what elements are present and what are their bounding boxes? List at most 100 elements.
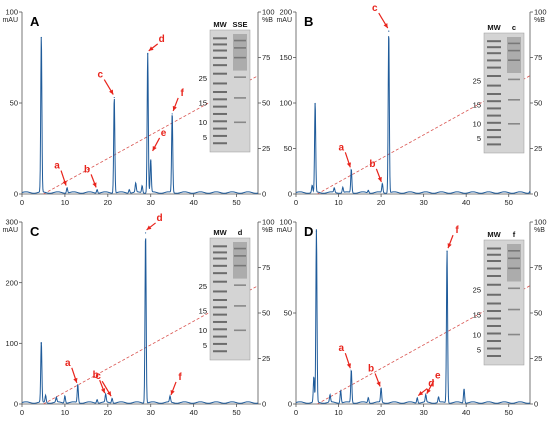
x-tick-label: 50: [232, 198, 240, 207]
gel-mw-marker-label: 10: [473, 120, 481, 129]
right-tick-label: 75: [262, 263, 270, 272]
gel-ladder-band: [213, 335, 227, 338]
gel-sample-band: [508, 59, 520, 61]
gel-ladder-band: [487, 129, 501, 131]
right-tick-label: 25: [534, 144, 542, 153]
gel-ladder-band: [213, 245, 227, 248]
right-tick-label: 0: [262, 190, 266, 199]
left-tick-label: 200: [279, 8, 292, 17]
gel-sample-band: [234, 97, 246, 99]
gel-ladder-band: [487, 52, 501, 55]
peak-point: [105, 395, 107, 397]
peak-point: [171, 113, 173, 115]
peak-label-b: b: [368, 363, 374, 374]
peak-point: [77, 385, 79, 387]
gel-ladder-band: [213, 272, 227, 275]
gel-ladder-band: [487, 84, 501, 87]
left-tick-label: 0: [14, 400, 18, 409]
peak-label-a: a: [54, 161, 60, 172]
gradient-line: [43, 75, 259, 195]
gel-ladder-band: [213, 342, 227, 345]
peak-label-e: e: [435, 371, 441, 382]
gel-sample-smear: [507, 244, 521, 282]
peak-label-a: a: [339, 142, 345, 153]
annotation-arrow-head: [426, 388, 431, 394]
panel-label: A: [30, 14, 40, 29]
gel-ladder-band: [487, 302, 501, 305]
gel-mw-marker-label: 15: [199, 307, 207, 316]
gel-ladder-band: [487, 293, 501, 296]
gel-sample-band: [508, 42, 520, 45]
gel-ladder-band: [213, 49, 227, 52]
x-tick-label: 10: [334, 408, 342, 417]
gel-mw-marker-label: 10: [199, 118, 207, 127]
peak-point: [350, 370, 352, 372]
x-tick-label: 10: [61, 408, 69, 417]
gel-ladder-band: [487, 66, 501, 69]
gel-mw-marker-label: 15: [473, 100, 481, 109]
left-tick-label: 50: [284, 144, 292, 153]
gel-mw-marker-label: 5: [477, 134, 481, 143]
gel-mw-marker-label: 15: [473, 311, 481, 320]
gel-ladder-band: [213, 350, 227, 353]
gel-ladder-band: [213, 328, 227, 331]
x-tick-label: 50: [505, 198, 513, 207]
peak-label-d: d: [157, 213, 163, 224]
peak-point: [437, 397, 440, 400]
peak-label-f: f: [178, 372, 182, 383]
gel-ladder-band: [213, 299, 227, 301]
annotation-arrow-head: [383, 23, 388, 29]
left-tick-label: 100: [279, 99, 292, 108]
x-tick-label: 30: [419, 408, 427, 417]
gel-sample-band: [234, 255, 246, 257]
annotation-arrow-head: [106, 391, 112, 397]
right-tick-label: 50: [534, 309, 542, 318]
peak-point: [45, 396, 47, 398]
gel-sample-band: [234, 76, 246, 78]
peak-point: [40, 36, 42, 39]
gel-ladder-band: [487, 347, 501, 350]
gel-sample-band: [234, 247, 246, 250]
right-tick-label: 25: [262, 354, 270, 363]
gradient-line: [43, 285, 259, 405]
peak-point: [388, 30, 390, 32]
peak-point: [314, 103, 316, 105]
gel-ladder-band: [213, 280, 227, 283]
peak-label-f: f: [455, 225, 459, 236]
chromatogram-trace: [21, 37, 259, 194]
gel-mw-marker-label: 5: [477, 346, 481, 355]
gel-ladder-band: [487, 355, 501, 357]
annotation-arrow-head: [109, 89, 114, 95]
gel-sample-band: [508, 308, 520, 311]
peak-point: [463, 388, 465, 391]
right-tick-label: 0: [534, 190, 538, 199]
gel-sample-band: [508, 123, 520, 125]
gel-ladder-band: [487, 283, 501, 286]
gel-inset: MW d 25 15 10 5: [199, 228, 251, 361]
gel-sample-band: [234, 47, 246, 49]
left-tick-label: 50: [10, 99, 18, 108]
annotation-arrow-head: [447, 243, 452, 249]
gel-ladder-band: [487, 75, 501, 77]
peak-label-a: a: [65, 358, 71, 369]
gel-ladder-band: [487, 267, 501, 270]
gel-inset: MW SSE 25 15 10 5: [199, 20, 251, 153]
right-tick-label: 50: [534, 99, 542, 108]
gel-ladder-band: [487, 46, 501, 49]
peak-label-b: b: [369, 159, 375, 170]
peak-point: [150, 160, 152, 162]
annotation-arrow-head: [62, 180, 67, 186]
gel-ladder-band: [213, 127, 227, 130]
right-tick-label: 100: [262, 218, 275, 227]
left-tick-label: 100: [279, 218, 292, 227]
peak-point: [66, 187, 68, 190]
gel-ladder-band: [487, 275, 501, 277]
gel-mw-marker-label: 25: [199, 74, 207, 83]
gel-ladder-band: [213, 64, 227, 67]
gel-ladder-band: [487, 317, 501, 320]
x-tick-label: 40: [189, 408, 197, 417]
gel-ladder-band: [487, 100, 501, 103]
panel-label: C: [30, 224, 40, 239]
